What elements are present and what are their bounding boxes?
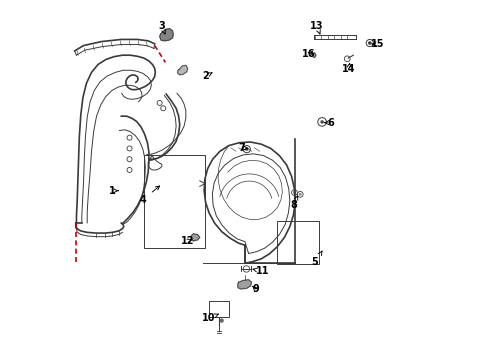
Text: 11: 11 — [253, 266, 270, 276]
Text: 9: 9 — [252, 284, 259, 294]
Circle shape — [220, 319, 224, 323]
Circle shape — [293, 191, 296, 194]
Text: 7: 7 — [238, 143, 248, 153]
Text: 10: 10 — [202, 313, 219, 323]
Text: 5: 5 — [312, 251, 322, 267]
Circle shape — [320, 120, 324, 124]
Text: 14: 14 — [342, 63, 356, 74]
Bar — [209, 301, 229, 317]
Bar — [144, 155, 205, 248]
Circle shape — [299, 193, 302, 196]
Text: 2: 2 — [202, 71, 212, 81]
Polygon shape — [177, 65, 188, 75]
Polygon shape — [160, 29, 173, 41]
Text: 3: 3 — [158, 21, 165, 34]
Text: 15: 15 — [371, 39, 385, 49]
Polygon shape — [191, 234, 200, 241]
Circle shape — [368, 41, 371, 45]
Bar — [277, 221, 318, 264]
Polygon shape — [313, 53, 316, 58]
Text: 13: 13 — [310, 21, 323, 34]
Polygon shape — [238, 280, 251, 289]
Text: 4: 4 — [140, 186, 160, 205]
Text: 6: 6 — [325, 118, 335, 128]
Circle shape — [245, 147, 248, 151]
Text: 8: 8 — [290, 196, 298, 210]
Text: 16: 16 — [302, 49, 316, 59]
Text: 12: 12 — [181, 236, 195, 246]
Text: 1: 1 — [109, 186, 119, 196]
